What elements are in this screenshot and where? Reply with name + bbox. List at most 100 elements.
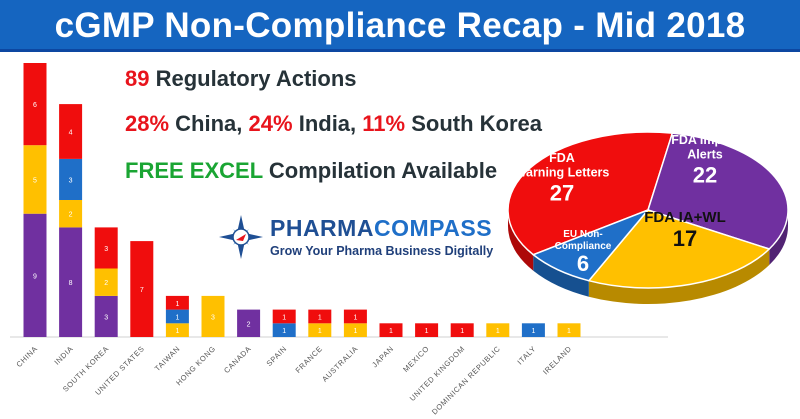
bar-segment: [415, 323, 439, 337]
bar-value-label: 1: [496, 328, 500, 335]
headline-excel: FREE EXCEL Compilation Available: [125, 158, 497, 184]
bar-value-label: 1: [531, 328, 535, 335]
pie-slice: [587, 209, 771, 289]
pie-slice-value: 22: [693, 163, 717, 188]
bar-value-label: 1: [175, 301, 179, 308]
bar-value-label: 2: [104, 280, 108, 287]
pie-slice-value: 27: [550, 181, 574, 206]
category-label: CHINA: [14, 344, 39, 369]
pie-slice-label: FDA Import: [671, 133, 739, 147]
bar-value-label: 1: [282, 328, 286, 335]
category-label: ITALY: [515, 344, 537, 366]
bar-segment: [557, 323, 581, 337]
logo-tagline: Grow Your Pharma Business Digitally: [270, 244, 494, 258]
title-bar: cGMP Non-Compliance Recap - Mid 2018: [0, 0, 800, 52]
excel-label: Compilation Available: [268, 158, 498, 183]
bar-segment: [450, 323, 474, 337]
bar-segment: [379, 323, 403, 337]
china-pct: 28%: [125, 111, 170, 136]
pie-slice-side: [769, 210, 788, 265]
bar-value-label: 1: [389, 328, 393, 335]
bar-value-label: 1: [353, 314, 357, 321]
logo-name: PHARMACOMPASS: [270, 215, 493, 241]
bar-segment: [59, 158, 83, 200]
bar-value-label: 1: [318, 314, 322, 321]
pie-slice-value: 17: [673, 226, 697, 251]
category-label: SPAIN: [265, 344, 289, 368]
korea-label: South Korea: [411, 111, 543, 136]
bar-segment: [343, 323, 367, 337]
compass-icon: [219, 215, 263, 259]
bar-value-label: 3: [69, 177, 73, 184]
pie-slice: [531, 209, 649, 282]
bar-value-label: 1: [175, 314, 179, 321]
bar-segment: [486, 323, 510, 337]
bar-segment: [130, 241, 154, 337]
bar-value-label: 1: [425, 328, 429, 335]
bar-segment: [272, 309, 296, 324]
bar-value-label: 1: [567, 328, 571, 335]
bar-value-label: 3: [104, 246, 108, 253]
bar-segment: [308, 323, 332, 337]
pie-slice-side: [508, 210, 534, 271]
bar-value-label: 1: [175, 328, 179, 335]
bar-value-label: 2: [247, 321, 251, 328]
bar-segment: [272, 323, 296, 337]
bar-value-label: 1: [318, 328, 322, 335]
category-label: AUSTRALIA: [320, 344, 360, 384]
headline-actions: 89 Regulatory Actions: [125, 66, 357, 92]
category-label: INDIA: [52, 344, 75, 367]
excel-highlight: FREE EXCEL: [125, 158, 263, 183]
category-label: FRANCE: [293, 344, 324, 375]
bar-segment: [308, 309, 332, 324]
bar-segment: [94, 227, 118, 269]
bar-value-label: 7: [140, 287, 144, 294]
bar-segment: [94, 268, 118, 296]
category-label: MEXICO: [401, 344, 431, 374]
page-title: cGMP Non-Compliance Recap - Mid 2018: [54, 6, 746, 45]
pie-slice-label: Warning Letters: [515, 166, 610, 180]
bar-value-label: 1: [353, 328, 357, 335]
pie-slice-side: [588, 249, 770, 304]
category-label: TAIWAN: [153, 344, 182, 373]
bar-segment: [23, 63, 47, 146]
bar-segment: [165, 309, 189, 324]
bar-segment: [521, 323, 545, 337]
pharmacompass-logo: PHARMACOMPASS Grow Your Pharma Business …: [218, 214, 493, 264]
china-label: China,: [175, 111, 243, 136]
bar-segment: [23, 145, 47, 214]
headline-shares: 28% China, 24% India, 11% South Korea: [125, 111, 542, 137]
pie-slice-label: EU Non-: [563, 229, 602, 240]
india-label: India,: [298, 111, 357, 136]
bar-value-label: 2: [69, 212, 73, 219]
bar-value-label: 5: [33, 177, 37, 184]
actions-label: Regulatory Actions: [155, 66, 357, 91]
bar-segment: [59, 200, 83, 228]
bar-value-label: 3: [104, 314, 108, 321]
bar-segment: [23, 213, 47, 337]
bar-segment: [165, 295, 189, 310]
category-label: IRELAND: [541, 344, 573, 376]
pie-slice-label: FDA: [549, 151, 575, 165]
pie-slice-side: [533, 254, 589, 297]
bar-segment: [201, 295, 225, 337]
bar-segment: [59, 227, 83, 337]
pie-slice-label: FDA IA+WL: [644, 209, 726, 226]
bar-segment: [165, 323, 189, 337]
bar-value-label: 4: [69, 130, 73, 137]
pie-slice-label: Compliance: [555, 241, 612, 252]
bar-value-label: 3: [211, 314, 215, 321]
pie-slice: [647, 132, 789, 250]
bar-segment: [237, 309, 261, 337]
bar-value-label: 8: [69, 280, 73, 287]
bar-value-label: 6: [33, 102, 37, 109]
bar-segment: [94, 295, 118, 337]
pie-slice-label: Alerts: [687, 148, 722, 162]
bar-value-label: 1: [460, 328, 464, 335]
category-label: CANADA: [222, 344, 253, 375]
category-label: DOMINICAN REPUBLIC: [430, 344, 502, 416]
bar-segment: [343, 309, 367, 324]
actions-count: 89: [125, 66, 150, 91]
